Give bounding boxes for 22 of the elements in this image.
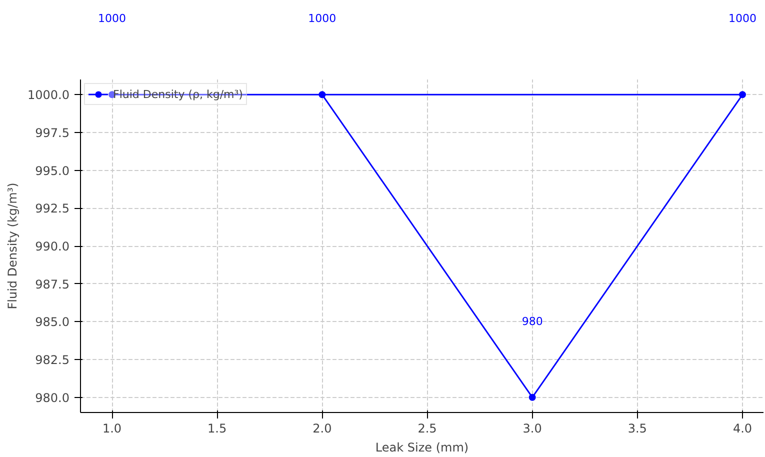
x-tick-label: 1.0 (102, 422, 122, 436)
y-tick-label: 997.5 (35, 126, 70, 140)
y-tick-label: 1000.0 (28, 88, 70, 102)
text: 1000 (308, 12, 336, 26)
x-tick-label: 3.5 (628, 422, 647, 436)
x-axis-title: Leak Size (mm) (375, 440, 469, 454)
x-tick-label: 2.5 (418, 422, 437, 436)
text: 1000 (728, 12, 756, 26)
x-tick-label: 1.5 (208, 422, 227, 436)
y-axis-title: Fluid Density (kg/m³) (6, 182, 20, 310)
x-tick-label: 2.0 (312, 422, 332, 436)
y-tick-label: 992.5 (35, 202, 70, 216)
y-tick-label: 985.0 (35, 315, 70, 330)
x-tick-label: 4.0 (732, 422, 752, 436)
y-tick-label: 990.0 (35, 240, 70, 254)
y-tick-label: 987.5 (35, 277, 70, 292)
y-tick-label: 982.5 (35, 353, 70, 368)
y-tick-label: 980.0 (35, 390, 70, 405)
y-tick-label: 995.0 (35, 164, 70, 178)
text: 1000 (98, 12, 126, 26)
text: 980 (522, 314, 543, 328)
x-tick-label: 3.0 (522, 422, 542, 436)
